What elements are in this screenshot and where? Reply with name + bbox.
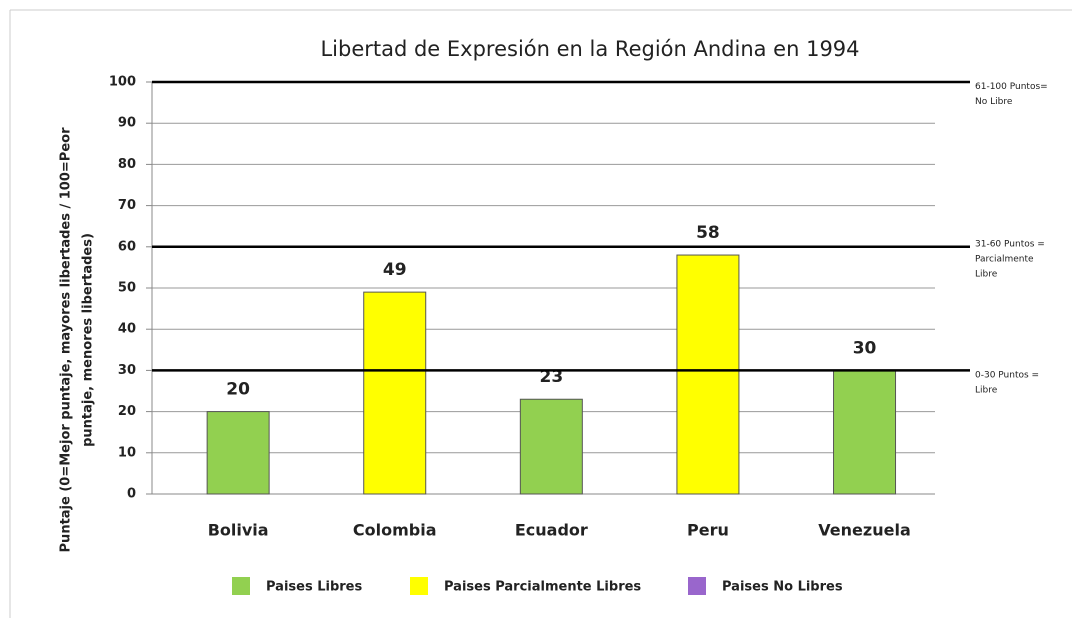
threshold-label: 0-30 Puntos =	[975, 370, 1039, 380]
threshold-label: No Libre	[975, 97, 1013, 107]
bar	[206, 411, 270, 495]
threshold-label: 61-100 Puntos=	[975, 82, 1048, 92]
bar	[676, 254, 740, 495]
bar	[519, 398, 583, 495]
x-tick-label: Bolivia	[208, 521, 269, 540]
legend-label: Paises Libres	[266, 580, 362, 595]
y-tick-label: 30	[118, 363, 136, 378]
legend-swatch	[688, 577, 706, 595]
bar	[833, 369, 897, 495]
y-tick-label: 20	[118, 404, 136, 419]
legend-label: Paises Parcialmente Libres	[444, 580, 641, 595]
chart-title: Libertad de Expresión en la Región Andin…	[320, 37, 859, 61]
threshold-label: Parcialmente	[975, 254, 1034, 264]
value-label: 58	[696, 223, 720, 243]
value-label: 49	[383, 260, 407, 280]
y-tick-label: 40	[118, 322, 136, 337]
y-tick-label: 50	[118, 281, 136, 296]
bar	[363, 291, 427, 495]
threshold-label: 31-60 Puntos =	[975, 239, 1045, 249]
threshold-label: Libre	[975, 269, 998, 279]
x-tick-label: Ecuador	[515, 521, 588, 540]
y-tick-label: 80	[118, 157, 136, 172]
y-tick-label: 90	[118, 116, 136, 131]
x-tick-label: Peru	[687, 521, 729, 540]
y-tick-label: 100	[109, 75, 136, 90]
legend-label: Paises No Libres	[722, 580, 843, 595]
y-tick-label: 70	[118, 198, 136, 213]
threshold-label: Libre	[975, 385, 998, 395]
value-label: 30	[853, 338, 877, 358]
x-tick-label: Colombia	[353, 521, 437, 540]
y-axis-label: puntaje, menores libertades)	[81, 233, 96, 447]
legend-swatch	[410, 577, 428, 595]
y-axis-label: Puntaje (0=Mejor puntaje, mayores libert…	[59, 127, 74, 553]
x-tick-label: Venezuela	[818, 521, 910, 540]
value-label: 20	[226, 380, 250, 400]
y-tick-label: 10	[118, 445, 136, 460]
y-tick-label: 60	[118, 239, 136, 254]
value-label: 23	[539, 367, 563, 387]
legend-swatch	[232, 577, 250, 595]
y-tick-label: 0	[127, 487, 136, 502]
